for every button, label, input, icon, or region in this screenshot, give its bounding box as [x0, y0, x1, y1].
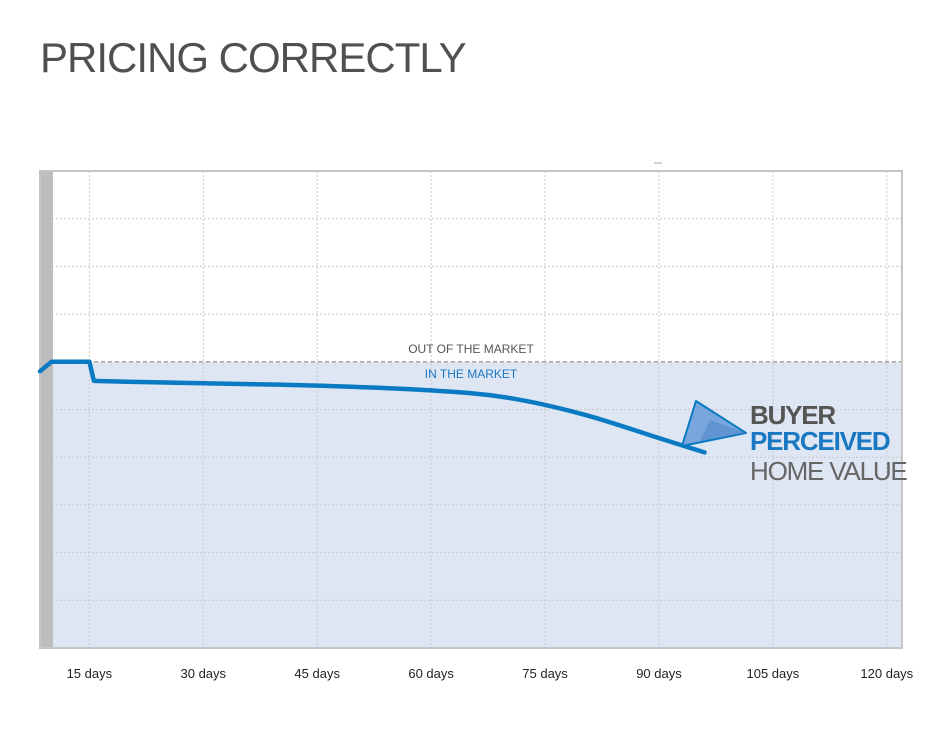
x-tick-label: 60 days — [408, 666, 454, 681]
x-tick-label: 45 days — [294, 666, 340, 681]
x-tick-label: 75 days — [522, 666, 568, 681]
vertical-gridlines — [88, 171, 888, 648]
in-market-label: IN THE MARKET — [425, 367, 518, 381]
out-of-market-label: OUT OF THE MARKET — [408, 342, 534, 356]
annotation-home-value: HOME VALUE — [750, 456, 907, 486]
annotation-perceived: PERCEIVED — [750, 426, 890, 456]
buyer-perceived-value-line — [37, 359, 707, 455]
x-tick-label: 15 days — [67, 666, 113, 681]
page-title: PRICING CORRECTLY — [40, 34, 467, 81]
x-tick-label: 105 days — [747, 666, 800, 681]
horizontal-gridlines — [52, 218, 902, 601]
plot-frame — [39, 170, 903, 649]
left-axis-bar — [40, 171, 53, 648]
x-tick-label: 30 days — [181, 666, 227, 681]
annotation-buyer: BUYER — [750, 400, 836, 430]
x-tick-label: 120 days — [860, 666, 913, 681]
arrowhead-icon — [681, 400, 747, 447]
x-tick-label: 90 days — [636, 666, 682, 681]
x-axis-tick-labels: 15 days 30 days 45 days 60 days 75 days 90 da… — [67, 666, 914, 681]
